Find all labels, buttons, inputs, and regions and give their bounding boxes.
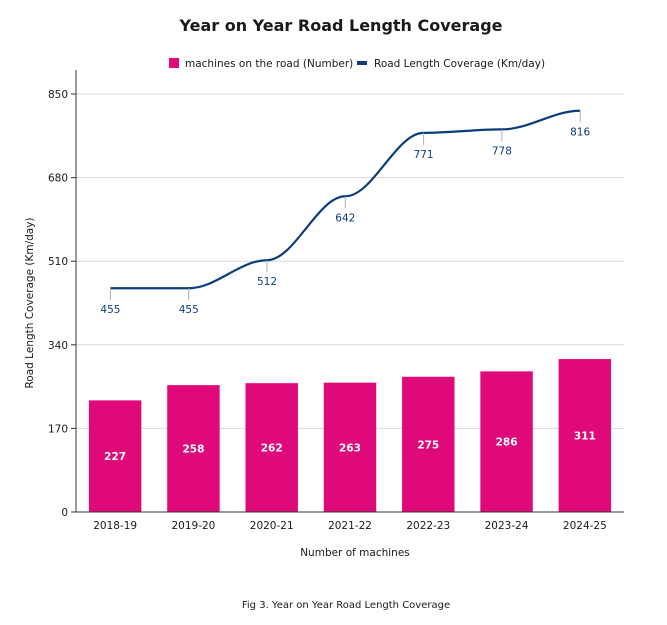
bar <box>245 383 298 512</box>
line-data-label: 642 <box>335 212 355 224</box>
x-tick-label: 2018-19 <box>93 520 137 532</box>
axes <box>75 70 624 513</box>
y-tick-label: 510 <box>48 256 68 268</box>
bar <box>480 371 533 512</box>
x-tick-label: 2020-21 <box>250 520 294 532</box>
legend: machines on the road (Number) Road Lengt… <box>169 58 545 70</box>
chart-title: Year on Year Road Length Coverage <box>178 16 502 35</box>
y-tick-label: 680 <box>48 173 68 185</box>
y-tick-label: 850 <box>48 89 68 101</box>
line-data-label: 455 <box>100 304 120 316</box>
bar-series: 227 258 262 263 275 286 311 <box>88 359 612 512</box>
bar-data-label: 275 <box>417 439 439 451</box>
y-tick-label: 340 <box>48 340 68 352</box>
bar-data-label: 311 <box>574 431 596 443</box>
y-axis-label: Road Length Coverage (Km/day) <box>24 217 36 388</box>
line-data-label: 455 <box>179 304 199 316</box>
bar <box>402 376 455 512</box>
bar-data-label: 262 <box>261 443 283 455</box>
x-axis-label: Number of machines <box>300 547 410 559</box>
bar-data-label: 286 <box>496 437 518 449</box>
bar-data-label: 258 <box>182 444 204 456</box>
line-data-label: 816 <box>570 127 590 139</box>
legend-bar-label: machines on the road (Number) <box>185 58 353 70</box>
x-tick-label: 2024-25 <box>563 520 607 532</box>
series-line <box>110 109 581 290</box>
y-axis-ticks: 0 170 340 510 680 850 <box>48 89 76 519</box>
line-data-label: 512 <box>257 276 277 288</box>
legend-line-label: Road Length Coverage (Km/day) <box>374 58 545 70</box>
legend-bar-swatch <box>169 58 179 68</box>
x-tick-label: 2022-23 <box>406 520 450 532</box>
bar <box>323 382 377 512</box>
bar-data-label: 263 <box>339 442 361 454</box>
x-tick-label: 2019-20 <box>171 520 215 532</box>
x-axis-ticks: 2018-19 2019-20 2020-21 2021-22 2022-23 2023-… <box>93 520 607 532</box>
bar <box>167 385 220 512</box>
line-series: 455 455 512 642 771 778 816 <box>100 109 590 316</box>
y-tick-label: 0 <box>61 507 68 519</box>
gridlines <box>76 93 624 429</box>
x-tick-label: 2021-22 <box>328 520 372 532</box>
figure-caption: Fig 3. Year on Year Road Length Coverage <box>242 600 450 611</box>
line-data-label: 778 <box>492 145 512 157</box>
x-tick-label: 2023-24 <box>485 520 529 532</box>
bar <box>558 359 612 512</box>
y-tick-label: 170 <box>48 423 68 435</box>
legend-line-swatch <box>357 61 367 65</box>
bar <box>88 400 142 512</box>
line-data-label: 771 <box>414 149 434 161</box>
bar-data-label: 227 <box>104 451 126 463</box>
